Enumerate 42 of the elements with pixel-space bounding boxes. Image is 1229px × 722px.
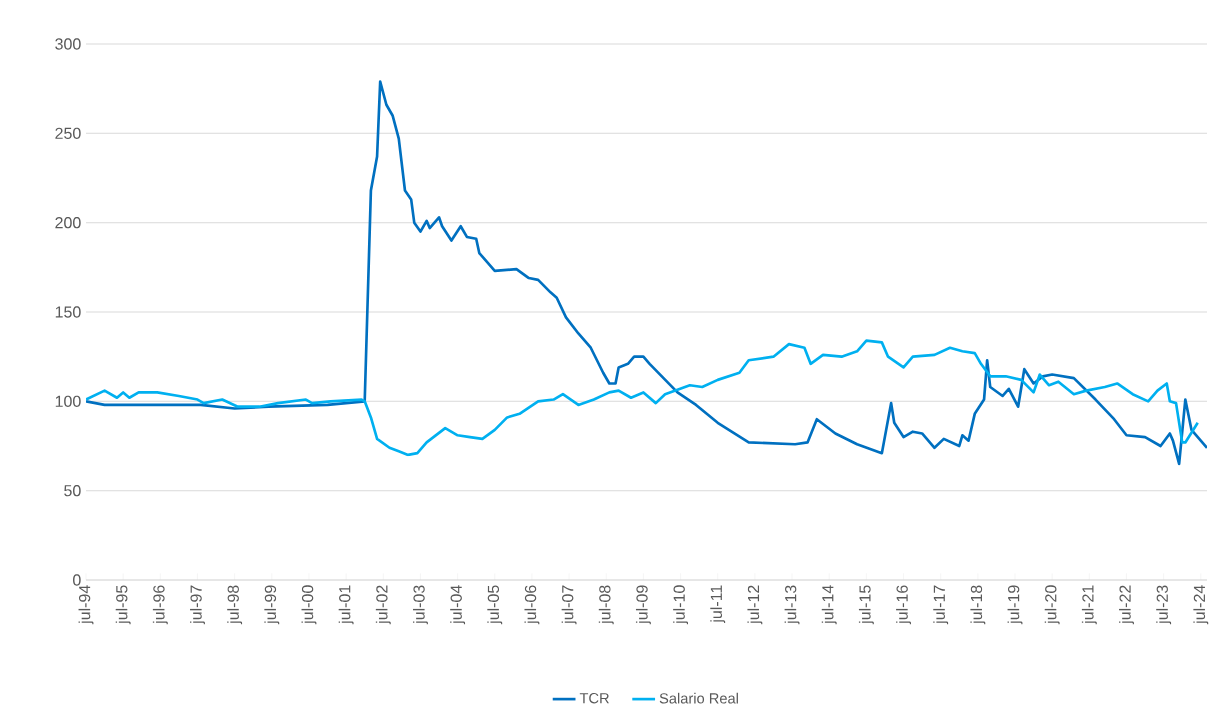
- x-tick-label: jul-17: [933, 585, 949, 625]
- y-tick-label: 250: [55, 127, 81, 139]
- x-tick-label: jul-22: [1119, 585, 1134, 625]
- y-tick-label: 150: [55, 306, 81, 318]
- y-tick-label: 300: [55, 38, 81, 50]
- x-tick-label: jul-10: [673, 585, 689, 625]
- x-tick-label: jul-95: [115, 585, 131, 625]
- x-tick-label: jul-00: [301, 585, 317, 625]
- x-tick-label: jul-13: [784, 585, 800, 625]
- x-tick-label: jul-96: [152, 585, 168, 625]
- x-tick-label: jul-94: [78, 585, 94, 625]
- x-tick-label: jul-20: [1044, 585, 1060, 625]
- x-tick-label: jul-01: [338, 585, 354, 625]
- x-tick-label: jul-11: [710, 585, 726, 624]
- x-tick-label: jul-15: [858, 585, 874, 625]
- x-tick-label: jul-07: [561, 585, 577, 625]
- y-tick-label: 200: [55, 217, 81, 229]
- x-tick-label: jul-14: [821, 585, 837, 625]
- x-tick-label: jul-02: [375, 585, 391, 625]
- x-tick-label: jul-12: [747, 585, 763, 625]
- y-tick-label: 50: [64, 485, 81, 497]
- y-tick-label: 0: [73, 574, 81, 586]
- x-tick-label: jul-08: [598, 585, 614, 625]
- x-tick-label: jul-16: [896, 585, 911, 625]
- legend-label: TCR: [579, 693, 609, 704]
- x-tick-label: jul-03: [413, 585, 428, 625]
- x-tick-label: jul-19: [1007, 585, 1023, 625]
- x-tick-label: jul-24: [1193, 585, 1209, 625]
- x-tick-label: jul-05: [487, 585, 503, 625]
- x-tick-label: jul-06: [524, 585, 540, 625]
- y-tick-label: 100: [55, 395, 81, 407]
- legend-label: Salario Real: [659, 692, 738, 704]
- x-tick-label: jul-23: [1156, 585, 1172, 625]
- x-tick-label: jul-97: [190, 585, 205, 625]
- line-series: [86, 339, 1200, 457]
- x-tick-label: jul-98: [227, 585, 243, 625]
- x-tick-label: jul-99: [264, 585, 280, 625]
- line-series: [86, 80, 1208, 466]
- x-tick-label: jul-04: [450, 585, 466, 625]
- x-tick-label: jul-09: [635, 585, 651, 625]
- x-tick-label: jul-21: [1081, 585, 1097, 625]
- x-tick-label: jul-18: [970, 585, 986, 625]
